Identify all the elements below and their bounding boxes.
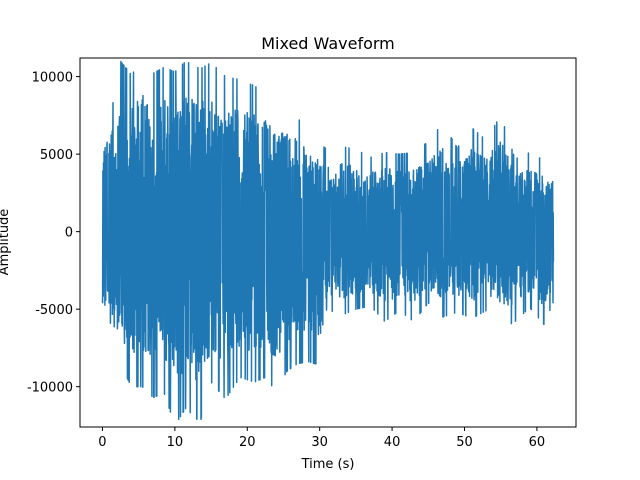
series-layer — [101, 60, 555, 421]
x-tick-label: 20 — [239, 435, 256, 450]
x-tick-label: 30 — [311, 435, 328, 450]
waveform-series-line — [101, 60, 555, 421]
chart-title: Mixed Waveform — [261, 34, 395, 53]
y-tick-label: 0 — [65, 226, 73, 241]
x-tick-label: 60 — [529, 435, 546, 450]
y-tick-label: 5000 — [40, 148, 73, 163]
y-axis-label: Amplitude — [0, 209, 12, 276]
y-axis: -10000 -5000 0 5000 10000 — [27, 71, 80, 396]
x-axis-label: Time (s) — [301, 457, 355, 472]
y-tick-label: 10000 — [32, 71, 73, 86]
x-tick-label: 40 — [384, 435, 401, 450]
y-tick-label: -10000 — [27, 381, 73, 396]
x-tick-label: 10 — [167, 435, 184, 450]
x-tick-label: 50 — [456, 435, 473, 450]
x-tick-label: 0 — [98, 435, 106, 450]
plot-area — [79, 57, 577, 428]
x-axis: 0 10 20 30 40 50 60 — [98, 427, 545, 450]
y-tick-label: -5000 — [35, 303, 73, 318]
axes-frame — [79, 57, 577, 428]
